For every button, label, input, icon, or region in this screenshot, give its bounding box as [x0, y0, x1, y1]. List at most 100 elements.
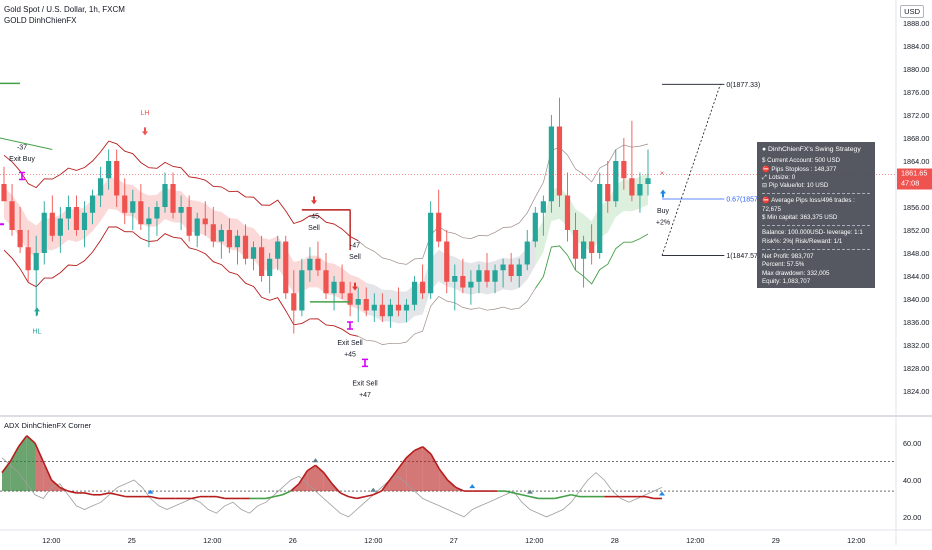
cloud-segment	[398, 291, 407, 324]
adx-hump-fill	[26, 435, 35, 492]
annotation-label: -47	[350, 242, 360, 249]
time-tick-label: 12:00	[525, 536, 543, 545]
candle-body	[347, 293, 353, 305]
adx-line-segment	[59, 486, 69, 492]
adx-line-segment	[446, 479, 457, 488]
candle-body	[57, 218, 63, 236]
price-tick-label: 1872.00	[903, 111, 929, 120]
candle-body	[130, 201, 136, 213]
candle-body	[162, 184, 168, 207]
candle-body	[597, 184, 603, 253]
current-price-tag	[897, 168, 932, 190]
candle-body	[613, 161, 619, 202]
time-tick-label: 12:00	[847, 536, 865, 545]
annotation-label: -45	[309, 214, 319, 221]
adx-hump-fill	[414, 446, 423, 492]
adx-panel-title[interactable]: ADX DinhChienFX Corner	[4, 421, 92, 430]
triangle-marker-icon	[147, 489, 154, 494]
adx-line-segment	[274, 493, 283, 498]
candle-body	[572, 230, 579, 259]
candle-body	[436, 212, 442, 242]
candle-body	[138, 201, 144, 225]
adx-line-segment	[26, 435, 36, 444]
triangle-marker-icon	[469, 484, 476, 489]
candle-body	[259, 247, 265, 276]
annotation-label: +47	[359, 392, 371, 399]
divider	[762, 225, 870, 227]
candle-body	[194, 218, 200, 236]
cloud-segment	[543, 189, 552, 253]
info-line: Balance: 100.000USD- leverage: 1:1	[762, 229, 863, 237]
cloud-segment	[454, 256, 463, 294]
info-group-results: Net Profit: 983,707 Percent: 57.5% Max dra…	[762, 253, 870, 286]
candle-body	[33, 253, 39, 271]
candle-body	[395, 304, 402, 311]
candle-body	[106, 161, 112, 179]
price-tick-label: 1856.00	[903, 203, 929, 212]
candle-body	[508, 264, 514, 276]
sell-arrow-icon	[311, 196, 317, 205]
adx-hump-fill	[431, 454, 440, 492]
time-tick-label: 12:00	[364, 536, 382, 545]
candles-layer	[1, 97, 651, 334]
candle-body	[540, 201, 546, 213]
price-tick-label: 1868.00	[903, 134, 929, 143]
time-tick-label: 12:00	[42, 536, 60, 545]
candle-body	[154, 207, 160, 219]
time-tick-label: 28	[611, 536, 619, 545]
candle-body	[186, 207, 192, 236]
candle-body	[581, 241, 587, 259]
candle-body	[524, 241, 530, 265]
candle-body	[468, 281, 474, 288]
symbol-title[interactable]: Gold Spot / U.S. Dollar, 1h, FXCM	[4, 5, 125, 14]
adx-line-segment	[513, 492, 522, 496]
adx-line-segment	[117, 493, 126, 498]
adx-line-segment	[438, 468, 449, 481]
currency-button[interactable]: USD	[900, 5, 924, 18]
candle-body	[339, 281, 345, 294]
candle-body	[532, 212, 538, 242]
indicator-name[interactable]: GOLD DinhChienFX	[4, 16, 77, 25]
candle-body	[98, 178, 104, 196]
triangle-marker-icon	[659, 491, 665, 496]
candle-body	[589, 241, 595, 253]
info-line: ⛔ Average Pips loss/496 trades : 72,675	[762, 197, 855, 213]
adx-line-segment	[645, 495, 654, 500]
candle-body	[226, 230, 232, 248]
candle-body	[146, 218, 152, 225]
price-tick-label: 1848.00	[903, 249, 929, 258]
candle-body	[25, 247, 31, 271]
fib-level-label: 0.67(1857.39)	[726, 197, 770, 204]
candle-body	[17, 230, 23, 248]
lower-band-neutral	[358, 288, 536, 345]
adx-line-segment	[554, 495, 564, 500]
adx-hump-fill	[389, 468, 398, 492]
candle-body	[476, 270, 482, 282]
candle-body	[73, 207, 80, 230]
adx-tick-label: 60.00	[903, 439, 921, 448]
info-line: ⤢ Lotsize: 0	[762, 173, 796, 181]
adx-line-segment	[42, 461, 53, 481]
adx-line-segment	[389, 468, 399, 481]
adx-line-segment	[364, 493, 374, 498]
annotation-label: HL	[33, 329, 42, 336]
adx-line-segment	[216, 495, 225, 500]
candle-body	[299, 270, 305, 311]
annotation-label: Exit Buy	[9, 156, 35, 163]
candle-body	[387, 304, 393, 317]
current-price-value: 1861.65	[901, 169, 927, 178]
adx-hump-fill	[2, 461, 11, 492]
price-tick-label: 1880.00	[903, 65, 929, 74]
adx-panel	[0, 435, 896, 518]
adx-line-segment	[571, 493, 580, 498]
adx-line-segment	[290, 483, 300, 492]
strategy-info-panel: ● DinhChienFX's Swing Strategy $ Current…	[757, 142, 875, 288]
upper-band-neutral	[357, 143, 649, 265]
candle-body	[315, 258, 321, 271]
adx-tick-label: 40.00	[903, 476, 921, 485]
adx-line-segment	[306, 464, 316, 472]
candle-body	[283, 241, 289, 294]
adx-line-segment	[109, 492, 118, 496]
